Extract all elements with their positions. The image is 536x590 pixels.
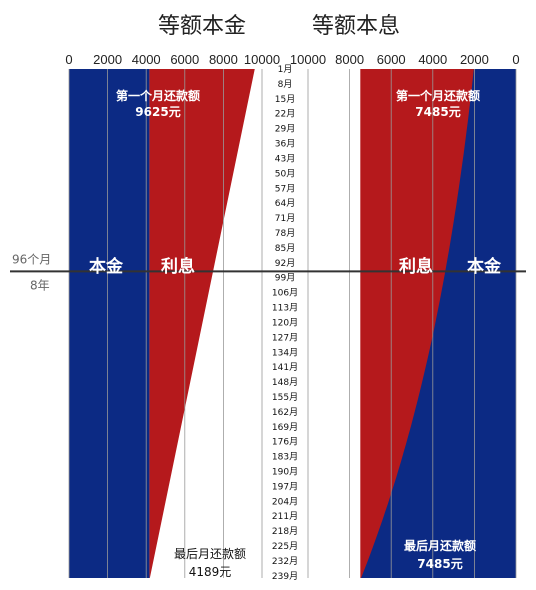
- left-interest-area: [149, 69, 255, 578]
- month-label: 211月: [272, 511, 298, 522]
- month-label: 155月: [272, 392, 298, 403]
- right-axis-ticks: 10000 8000 6000 4000 2000 0: [290, 52, 520, 67]
- right-last-payment-value: 7485元: [417, 557, 462, 571]
- right-first-payment-value: 7485元: [415, 105, 460, 119]
- left-axis-tick-label: 8000: [209, 52, 238, 67]
- left-last-payment-label: 最后月还款额: [174, 547, 246, 561]
- right-axis-tick-label: 4000: [418, 52, 447, 67]
- month-label: 204月: [272, 496, 298, 507]
- left-first-payment-value: 9625元: [135, 105, 180, 119]
- left-last-payment-value: 4189元: [189, 565, 232, 579]
- month-label: 8月: [278, 79, 293, 90]
- month-label: 127月: [272, 332, 298, 343]
- left-axis-tick-label: 10000: [244, 52, 280, 67]
- right-axis-tick-label: 10000: [290, 52, 326, 67]
- month-label: 141月: [272, 362, 298, 373]
- month-label: 99月: [275, 273, 295, 284]
- month-label: 78月: [275, 228, 295, 239]
- month-label: 64月: [275, 198, 295, 209]
- month-label: 218月: [272, 526, 298, 537]
- left-principal-area: [69, 69, 150, 578]
- month-label: 225月: [272, 541, 298, 552]
- month-label: 43月: [275, 153, 295, 164]
- month-label: 57月: [275, 183, 295, 194]
- left-plot-area: [68, 69, 263, 578]
- left-axis-tick-label: 6000: [170, 52, 199, 67]
- month-label: 50月: [275, 168, 295, 179]
- month-label: 197月: [272, 481, 298, 492]
- right-first-payment-label: 第一个月还款额: [396, 88, 480, 103]
- month-label: 120月: [272, 317, 298, 328]
- month-label: 1月: [278, 64, 293, 75]
- month-label: 232月: [272, 556, 298, 567]
- month-label: 176月: [272, 437, 298, 448]
- month-label: 169月: [272, 422, 298, 433]
- right-principal-area: [361, 69, 516, 578]
- right-axis-tick-label: 2000: [460, 52, 489, 67]
- month-label: 36月: [275, 139, 295, 150]
- right-axis-tick-label: 0: [512, 52, 519, 67]
- month-label: 92月: [275, 258, 295, 269]
- month-label: 22月: [275, 109, 295, 120]
- right-principal-label: 本金: [467, 256, 502, 277]
- left-first-payment-label: 第一个月还款额: [116, 88, 200, 103]
- divider-label: 96个月: [12, 252, 51, 266]
- month-label: 134月: [272, 347, 298, 358]
- left-axis-tick-label: 4000: [132, 52, 161, 67]
- month-label: 29月: [275, 124, 295, 135]
- right-interest-label: 利息: [399, 256, 433, 277]
- month-label: 113月: [272, 303, 298, 314]
- month-label: 162月: [272, 407, 298, 418]
- left-axis-tick-label: 0: [65, 52, 72, 67]
- right-axis-tick-label: 8000: [335, 52, 364, 67]
- right-last-payment-label: 最后月还款额: [404, 538, 476, 553]
- month-label: 148月: [272, 377, 298, 388]
- divider-sub-label: 8年: [30, 278, 50, 292]
- right-plot-area: [307, 69, 517, 578]
- right-axis-tick-label: 6000: [377, 52, 406, 67]
- month-label: 15月: [275, 94, 295, 105]
- left-principal-label: 本金: [89, 256, 124, 277]
- month-96-divider: 96个月 8年: [10, 252, 526, 292]
- right-chart-title: 等额本息: [312, 14, 400, 39]
- left-axis-tick-label: 2000: [93, 52, 122, 67]
- left-chart-title: 等额本金: [158, 14, 246, 39]
- month-label: 71月: [275, 213, 295, 224]
- month-label: 190月: [272, 467, 298, 478]
- month-label: 85月: [275, 243, 295, 254]
- month-label: 183月: [272, 452, 298, 463]
- month-label: 239月: [272, 571, 298, 582]
- month-axis: 1月 8月 15月 22月 29月 36月 43月 50月 57月 64月 71月 78月 85月 92月…: [272, 64, 298, 582]
- left-interest-label: 利息: [161, 256, 195, 277]
- month-label: 106月: [272, 288, 298, 299]
- left-axis-ticks: 0 2000 4000 6000 8000 10000: [65, 52, 280, 67]
